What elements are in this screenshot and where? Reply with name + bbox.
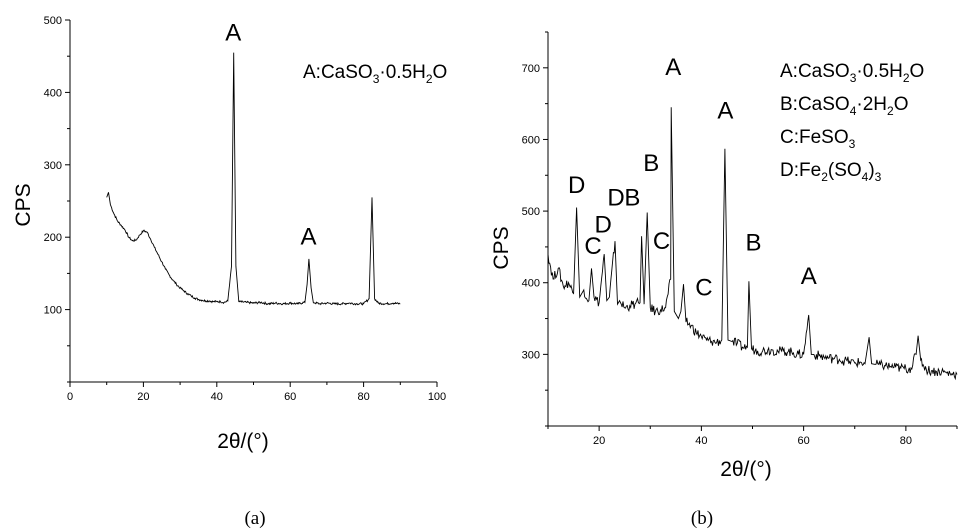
xrd-pattern-line [106,52,401,306]
y-tick-label: 400 [44,87,62,99]
peak-label: A [801,263,817,290]
legend-a-entry-a: A:CaSO3·0.5H2O [303,62,447,86]
y-tick-label: 100 [44,305,62,317]
x-tick-label: 20 [137,391,149,403]
panel-a: 0 20 40 60 80 100 100 200 300 400 500 2θ/(°) CPS A A [12,15,446,453]
peak-label: C [653,228,670,255]
peak-label: D [607,184,624,211]
y-tick-label: 400 [522,278,540,290]
y-tick-label: 700 [522,63,540,75]
legend-b-entry-d: D:Fe2(SO4)3 [780,160,882,184]
y-tick-label: 500 [44,15,62,27]
x-tick-label: 0 [67,391,73,403]
y-tick-label: 600 [522,134,540,146]
peak-label: A [225,19,241,46]
legend-b-entry-c: C:FeSO3 [780,127,856,151]
caption-b: (b) [691,508,713,529]
peak-label: B [624,184,640,211]
xrd-pattern-line [547,107,958,381]
legend-b-entry-b: B:CaSO4·2H2O [780,94,908,118]
x-axis-title: 2θ/(°) [720,458,772,481]
peak-label: A [301,223,317,250]
peak-label: C [695,275,712,302]
peak-label: A [717,98,733,125]
x-axis-title: 2θ/(°) [217,430,269,453]
y-tick-label: 300 [44,160,62,172]
x-tick-label: 80 [900,435,912,447]
peak-label: D [595,212,612,239]
x-tick-label: 80 [357,391,369,403]
caption-a: (a) [244,508,265,529]
y-axis-title: CPS [12,183,35,226]
peak-label: B [746,229,762,256]
x-tick-label: 100 [428,391,446,403]
y-axis-title: CPS [490,226,513,269]
x-tick-label: 40 [211,391,223,403]
x-tick-label: 40 [695,435,707,447]
peak-label: A [665,54,681,81]
x-tick-label: 60 [798,435,810,447]
y-tick-label: 300 [522,349,540,361]
y-tick-label: 200 [44,232,62,244]
y-tick-label: 500 [522,206,540,218]
legend-b-entry-a: A:CaSO3·0.5H2O [780,61,924,85]
peak-label: B [643,150,659,177]
x-tick-label: 20 [593,435,605,447]
peak-label: D [568,172,585,199]
peak-label: C [584,233,601,260]
x-tick-label: 60 [284,391,296,403]
